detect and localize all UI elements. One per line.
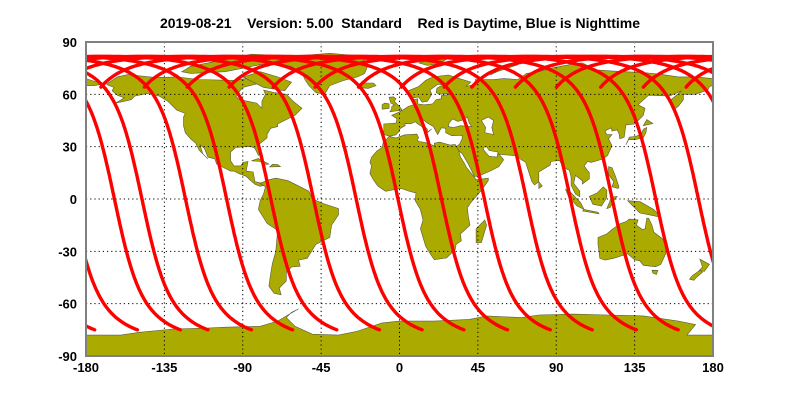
y-tick-label: 0 <box>70 192 77 207</box>
y-tick-label: 90 <box>63 35 77 50</box>
landmass-nz-south <box>688 269 703 281</box>
orbit-track-9 <box>728 56 800 330</box>
x-tick-label: -90 <box>233 360 252 375</box>
chart-title: 2019-08-21 Version: 5.00 Standard Red is… <box>160 15 640 31</box>
orbit-track-10 <box>771 56 800 330</box>
x-tick-label: -45 <box>312 360 331 375</box>
orbit-track-3 <box>470 54 713 89</box>
landmass-eurasia <box>383 62 713 198</box>
landmass-madagascar <box>475 219 487 243</box>
landmass-hokkaido <box>642 119 654 127</box>
landmass-philippines <box>608 166 620 189</box>
orbit-track-4 <box>86 58 254 332</box>
orbit-track-11 <box>185 54 552 332</box>
orbit-track-9 <box>99 54 466 332</box>
orbit-track-1 <box>86 254 140 332</box>
x-tick-label: -180 <box>73 360 99 375</box>
orbit-track-13 <box>271 54 639 332</box>
x-tick-label: 45 <box>471 360 485 375</box>
landmass-hispaniola <box>268 163 282 168</box>
x-tick-label: 90 <box>549 360 563 375</box>
landmass-cuba <box>251 158 270 165</box>
landmass-australia <box>597 217 667 268</box>
y-tick-label: 30 <box>63 140 77 155</box>
y-tick-label: -30 <box>58 244 77 259</box>
landmass-java <box>582 209 600 215</box>
landmass-north-america <box>106 74 303 187</box>
landmass-south-america <box>258 177 339 296</box>
orbit-track-2 <box>86 97 183 332</box>
x-axis-ticks: -180 -135 -90 -45 0 45 90 135 180 <box>73 360 724 375</box>
landmass-new-guinea <box>626 200 662 218</box>
y-tick-label: -60 <box>58 297 77 312</box>
y-axis-ticks: 90 60 30 0 -30 -60 -90 <box>58 35 77 364</box>
track-layer <box>0 54 800 332</box>
orbit-track-8 <box>684 66 713 89</box>
x-tick-label: 135 <box>624 360 646 375</box>
orbit-track-3 <box>86 70 210 332</box>
orbit-track-7 <box>86 54 382 332</box>
orbit-track-12 <box>227 54 594 332</box>
orbit-track-5 <box>86 55 295 332</box>
orbit-track-0 <box>86 324 97 332</box>
orbit-track-14 <box>313 54 680 332</box>
landmass-tasmania <box>651 269 659 275</box>
orbit-track-14 <box>0 56 51 330</box>
landmass-great-britain <box>388 96 403 113</box>
y-tick-label: -90 <box>58 349 77 364</box>
orbit-track-13 <box>0 56 9 330</box>
orbit-track-6 <box>86 54 339 332</box>
landmass-sri-lanka <box>538 181 543 190</box>
orbit-track-10 <box>142 54 510 332</box>
caspian-sea <box>480 116 495 135</box>
landmass-nz-north <box>698 258 710 272</box>
x-tick-label: 180 <box>702 360 724 375</box>
landmass-ireland <box>381 102 390 110</box>
orbit-track-8 <box>86 54 424 332</box>
landmass-borneo <box>588 186 608 207</box>
y-tick-label: 60 <box>63 87 77 102</box>
x-tick-label: 0 <box>396 360 403 375</box>
x-tick-label: -135 <box>151 360 177 375</box>
plot-frame <box>85 41 714 357</box>
